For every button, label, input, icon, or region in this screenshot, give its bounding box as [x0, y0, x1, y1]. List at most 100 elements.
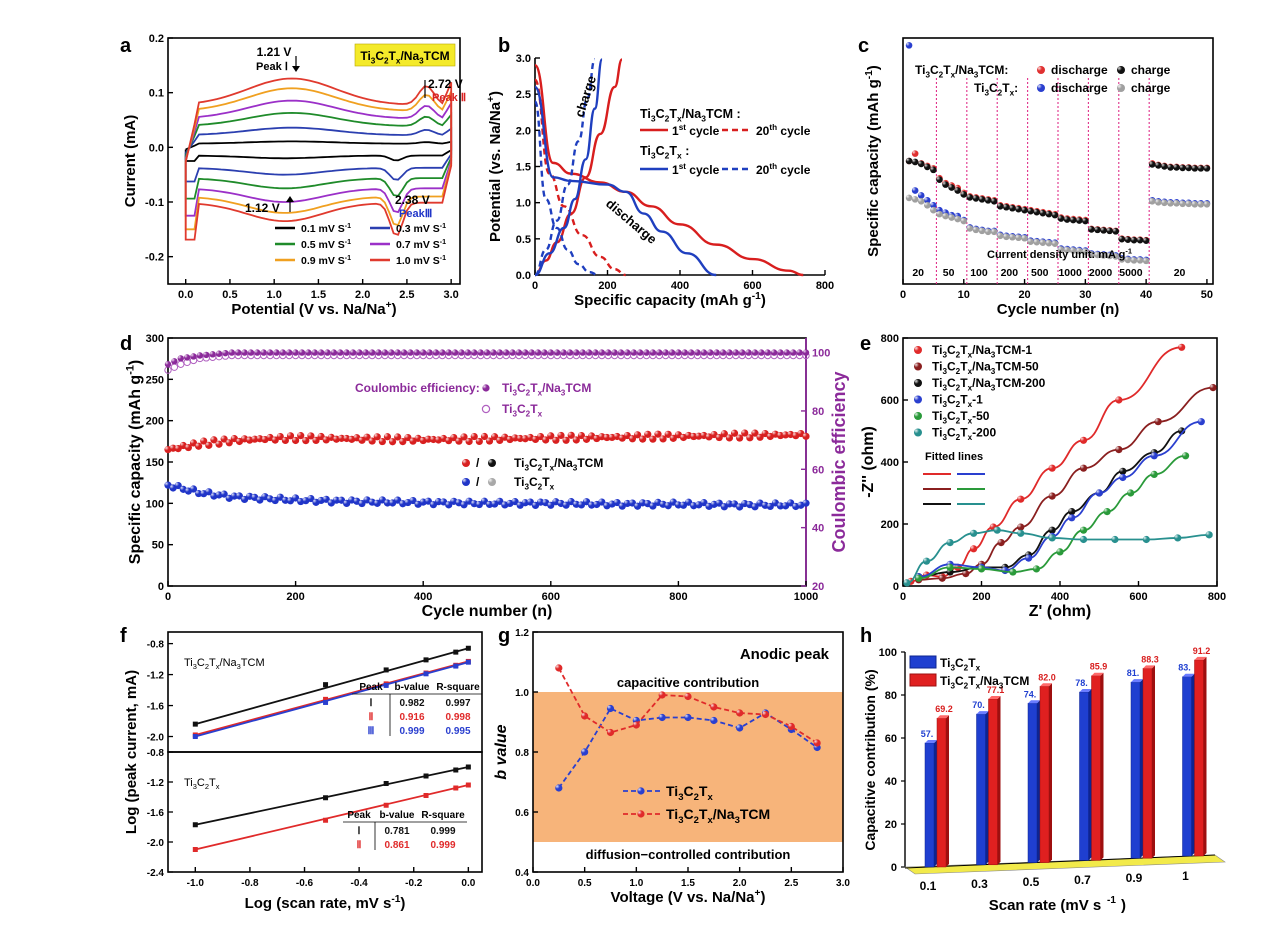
data-point-highlight [273, 349, 278, 354]
data-point-highlight [1137, 237, 1141, 242]
label-fragment: 1 [672, 163, 679, 177]
data-point-highlight [608, 434, 613, 439]
data-point-highlight [450, 434, 455, 439]
data-point-highlight [337, 349, 342, 354]
data-point-highlight [745, 349, 750, 354]
label-fragment: Ti [932, 343, 942, 357]
bar-top [1182, 673, 1195, 677]
label-fragment: x [968, 416, 973, 425]
label-fragment: 2 [956, 400, 961, 409]
bar-top [988, 696, 1001, 700]
label-fragment: x [968, 367, 973, 376]
legend-label: 0.7 mV S-1 [396, 238, 446, 251]
label-fragment: : [1014, 81, 1018, 95]
label-fragment: Ti [640, 144, 651, 158]
label-fragment: Ti [940, 674, 950, 688]
legend-label: 0.5 mV S-1 [301, 238, 351, 251]
label-fragment: T [960, 393, 968, 407]
label-fragment: x [968, 433, 973, 442]
data-point-highlight [619, 503, 624, 508]
data-point-highlight [1027, 238, 1032, 243]
data-point [383, 781, 389, 786]
data-point-highlight [433, 349, 437, 354]
data-point-highlight [924, 164, 929, 168]
data-point-highlight [548, 349, 552, 354]
data-point-highlight [170, 484, 175, 489]
data-point-highlight [650, 349, 654, 354]
bar-value-label: 81. [1127, 668, 1140, 678]
label-fragment: TCM : [706, 107, 741, 121]
data-point-highlight [573, 501, 578, 506]
label-fragment: Na [735, 889, 755, 906]
data-point-highlight [555, 784, 560, 789]
data-point-highlight [350, 349, 354, 354]
label-fragment: 3 [999, 681, 1004, 690]
label-fragment: C [947, 376, 956, 390]
label-fragment: mV S [319, 255, 345, 267]
data-point-highlight [1161, 200, 1166, 204]
x-tick-label: 20 [1018, 289, 1030, 301]
y2-tick-label: 60 [812, 464, 824, 476]
data-point-highlight [912, 196, 916, 201]
data-point-highlight [420, 437, 425, 442]
data-point-highlight [599, 349, 603, 354]
legend-swatch [909, 655, 937, 669]
rate-note: Current density unit: mA g-1 [987, 247, 1132, 261]
y-tick-label: 2.0 [516, 125, 531, 137]
data-point-highlight [758, 349, 763, 354]
x-tick-label: 0 [900, 591, 906, 603]
x-tick-label: 1.5 [311, 289, 326, 301]
label-fragment: T [699, 783, 708, 799]
label-fragment: C [947, 343, 956, 357]
panel-letter-c: c [858, 35, 869, 57]
legend-label: Ti3C2Tx [514, 475, 555, 491]
chart-title: Anodic peak [740, 646, 830, 663]
data-point-highlight [563, 437, 568, 442]
table-header: Peak [359, 682, 383, 693]
label-fragment: st [679, 162, 687, 171]
data-point-highlight [1137, 257, 1141, 262]
data-point-highlight [695, 433, 700, 438]
data-point-highlight [195, 490, 200, 495]
data-point-highlight [1080, 536, 1085, 541]
x-tick-label: 200 [286, 591, 304, 603]
data-point-highlight [297, 498, 302, 503]
x-tick-label: 0.5 [1023, 875, 1040, 889]
data-point-highlight [578, 501, 583, 506]
data-point [323, 696, 329, 702]
data-point-highlight [1009, 234, 1014, 239]
data-point-highlight [1119, 256, 1123, 261]
x-axis-label: Cycle number (n) [997, 301, 1120, 318]
data-point-highlight [643, 349, 648, 354]
y2-axis-label: Coulombic efficiency [829, 371, 849, 552]
label-fragment: Ti [666, 783, 678, 799]
data-point-highlight [716, 500, 721, 505]
y-tick-label: 2.5 [516, 89, 531, 101]
data-point-highlight [583, 436, 588, 441]
data-point-highlight [936, 176, 941, 181]
label-fragment: -1 [752, 291, 761, 302]
data-point-highlight [634, 431, 639, 436]
data-point-highlight [1178, 344, 1183, 349]
label-fragment: 3 [371, 56, 376, 65]
data-point-highlight [302, 497, 307, 502]
data-point-highlight [1125, 236, 1129, 241]
data-point-highlight [942, 181, 947, 186]
data-point-highlight [752, 349, 756, 354]
y-tick-label: 0.1 [149, 88, 164, 100]
legend-group-label: Ti3C2Tx: [974, 81, 1018, 97]
data-point-highlight [1017, 530, 1022, 535]
legend-label: Ti3C2Tx-1 [932, 393, 983, 409]
data-point-highlight [1070, 247, 1075, 252]
rate-label: 2000 [1089, 267, 1113, 279]
data-point-highlight [1115, 446, 1120, 451]
label-fragment: x [968, 350, 973, 359]
label-fragment: C [656, 107, 665, 121]
data-point-highlight [1125, 257, 1129, 261]
label-fragment: 3 [573, 463, 578, 472]
data-point-highlight [1058, 215, 1062, 220]
label-fragment: C [930, 63, 939, 77]
y-tick-label: -1.6 [147, 808, 165, 819]
data-point-highlight [705, 503, 710, 508]
